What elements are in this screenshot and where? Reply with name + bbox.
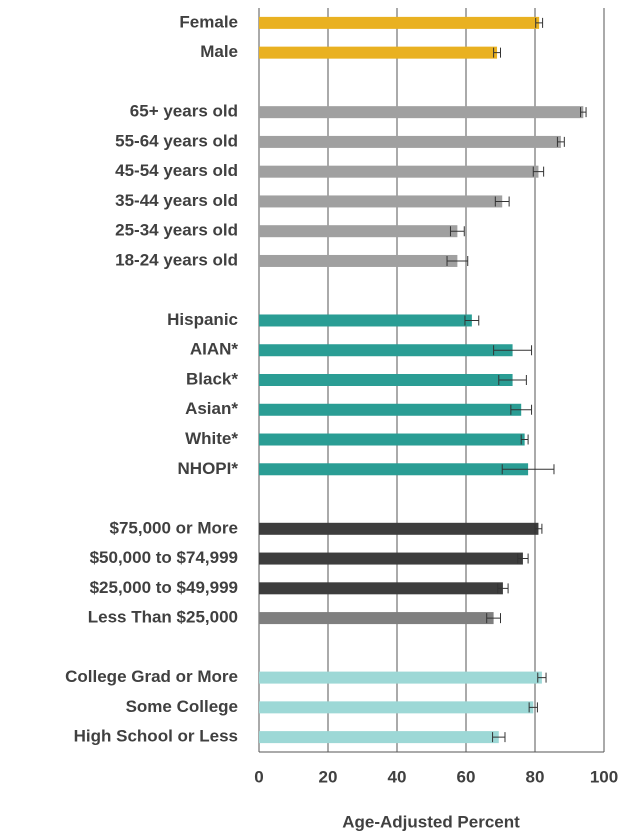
bar <box>259 612 494 625</box>
bar <box>259 433 525 446</box>
y-tick-label: White* <box>185 429 238 448</box>
error-bar <box>517 553 529 564</box>
error-bar <box>580 107 587 118</box>
bar <box>259 403 522 416</box>
y-tick-label: Black* <box>186 369 238 388</box>
y-tick-label: High School or Less <box>74 727 238 746</box>
bar <box>259 671 542 684</box>
bar <box>259 254 458 267</box>
error-bar <box>556 136 565 147</box>
error-bar <box>510 404 533 415</box>
y-tick-label: Some College <box>126 697 238 716</box>
y-tick-label: Male <box>200 42 238 61</box>
error-bar <box>520 434 529 445</box>
y-tick-label: 25-34 years old <box>115 221 238 240</box>
y-tick-label: $75,000 or More <box>109 518 238 537</box>
y-tick-label: NHOPI* <box>178 459 239 478</box>
x-tick-label: 100 <box>590 767 618 786</box>
error-bar <box>449 226 465 237</box>
error-bar <box>497 583 509 594</box>
y-tick-label: Less Than $25,000 <box>88 608 238 627</box>
y-tick-label: Hispanic <box>167 310 238 329</box>
error-bar <box>498 375 527 385</box>
bar <box>259 463 529 476</box>
y-tick-label: College Grad or More <box>65 667 238 686</box>
y-tick-label: $25,000 to $49,999 <box>90 578 238 597</box>
bar <box>259 374 513 386</box>
y-tick-label: 18-24 years old <box>115 250 238 269</box>
bar <box>259 135 561 148</box>
bar <box>259 552 523 565</box>
x-tick-label: 60 <box>457 767 476 786</box>
y-tick-label: 65+ years old <box>130 102 238 121</box>
bar <box>259 16 540 29</box>
error-bar <box>532 166 545 177</box>
error-bar <box>501 464 555 475</box>
bar <box>259 46 498 59</box>
error-bar <box>535 17 544 28</box>
x-axis-title: Age-Adjusted Percent <box>342 812 520 831</box>
y-tick-label: 55-64 years old <box>115 131 238 150</box>
bar <box>259 106 584 119</box>
x-tick-label: 80 <box>526 767 545 786</box>
bar <box>259 314 472 327</box>
error-bar <box>534 523 543 534</box>
y-tick-label: Female <box>179 12 238 31</box>
bar <box>259 582 503 595</box>
error-bar <box>492 732 506 743</box>
bar <box>259 195 503 208</box>
y-tick-label: 45-54 years old <box>115 161 238 180</box>
error-bar <box>493 345 533 356</box>
y-tick-label: Asian* <box>185 399 238 418</box>
bar <box>259 701 534 714</box>
error-bar <box>464 315 480 326</box>
error-bar <box>494 196 510 207</box>
bar <box>259 165 539 178</box>
error-bar <box>528 702 538 713</box>
x-tick-label: 20 <box>319 767 338 786</box>
bar <box>259 225 458 238</box>
y-tick-label: $50,000 to $74,999 <box>90 548 238 567</box>
error-bar <box>493 47 501 58</box>
error-bar <box>486 613 501 624</box>
x-tick-label: 0 <box>254 767 263 786</box>
y-tick-label: AIAN* <box>190 340 239 359</box>
bar <box>259 522 539 535</box>
x-tick-label: 40 <box>388 767 407 786</box>
error-bar <box>446 255 469 266</box>
y-tick-label: 35-44 years old <box>115 191 238 210</box>
bar <box>259 344 513 357</box>
error-bar <box>537 672 547 683</box>
bar <box>259 731 499 744</box>
